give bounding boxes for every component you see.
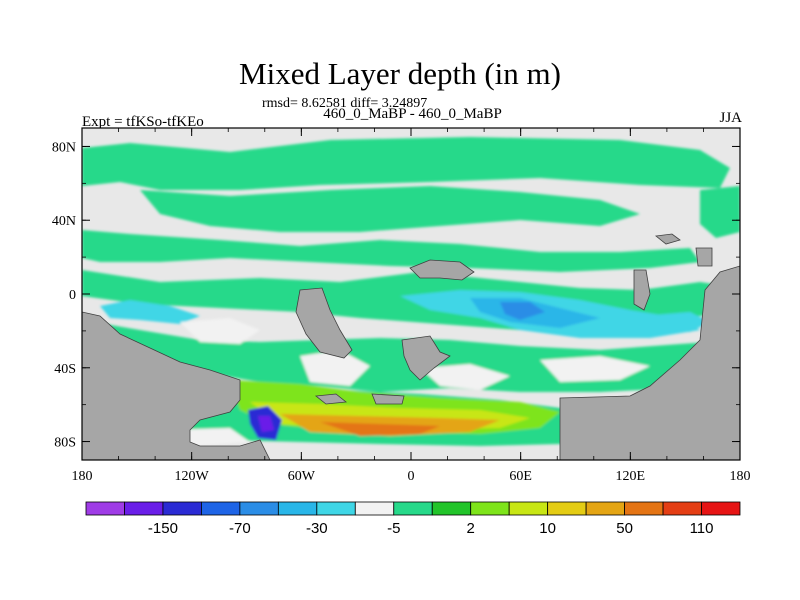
colorbar-swatch [470,501,510,516]
season-label: JJA [719,110,742,126]
x-tick-label: 180 [72,469,93,484]
colorbar-label: 50 [616,520,633,537]
colorbar-swatch [547,501,587,516]
colorbar-swatch [431,501,472,516]
deep-negative-core [258,416,274,432]
y-tick-label: 0 [69,288,76,303]
land-island-5 [655,233,681,245]
land-island-6 [695,247,713,267]
colorbar-swatch [393,501,433,516]
colorbar-swatch [162,501,202,516]
colorbar-swatch [585,501,625,516]
experiment-label: Expt = tfKSo-tfKEo [82,114,204,130]
colorbar-swatch [354,501,395,516]
near-zero-patch-4 [540,356,650,382]
equatorial-deep-anomaly [500,302,545,320]
x-tick-label: 60W [288,469,316,484]
colorbar-label: -30 [306,520,328,537]
plot-title: Mixed Layer depth (in m) [239,56,561,91]
land-west-continent [82,311,271,460]
x-tick-label: 120E [616,469,646,484]
y-tick-label: 40N [52,214,76,229]
east-anomaly [640,312,710,332]
x-tick-label: 180 [730,469,751,484]
land-island-2 [401,335,451,381]
land-island-1 [295,287,353,359]
colorbar-swatch [277,501,318,516]
colorbar-swatch [624,501,664,516]
latitude-axis: 80N 40N 0 40S 80S [52,140,740,451]
map-plot-area [82,128,740,460]
colorbar-swatch [239,501,279,516]
mixed-layer-contours [82,137,740,446]
north-atlantic-band [140,186,640,232]
y-tick-label: 40S [54,362,76,377]
near-zero-patch-3 [420,364,510,390]
land-east-continent [559,265,740,460]
colorbar-label: -70 [229,520,251,537]
arctic-band [82,137,730,190]
colorbar-swatch [85,501,125,516]
colorbar-label: 2 [467,520,475,537]
experiment-subtitle: 460_0_MaBP - 460_0_MaBP [323,106,502,122]
colorbar-label: 10 [539,520,556,537]
colorbar: -150 -70 -30 -5 2 10 50 110 [85,501,741,537]
colorbar-swatch [316,501,356,516]
colorbar-swatch [701,501,741,516]
colorbar-swatch [201,501,241,516]
y-tick-label: 80S [54,436,76,451]
y-tick-label: 80N [52,140,76,155]
colorbar-label: 110 [690,520,714,537]
longitude-axis: 180 120W 60W 0 60E 120E 180 [72,128,751,484]
colorbar-swatch [508,501,549,516]
colorbar-label: -150 [148,520,178,537]
land-island-7 [314,393,348,405]
land-mask [82,233,740,460]
x-tick-label: 120W [175,469,210,484]
land-island-4 [633,269,651,311]
x-tick-label: 60E [509,469,532,484]
north-east-band [700,186,740,238]
southern-ocean-red [320,422,440,436]
west-pacific-anomaly [100,300,200,324]
colorbar-swatch [124,501,164,516]
rmsd-diff-stats: rmsd= 8.62581 diff= 3.24897 [262,96,428,111]
colorbar-swatch [662,501,702,516]
land-island-8 [371,393,405,405]
land-island-3 [409,259,475,281]
near-zero-patch-2 [300,350,370,386]
north-pacific-band [82,230,700,272]
near-zero-patch-1 [180,318,260,344]
colorbar-label: -5 [387,520,400,537]
x-tick-label: 0 [408,469,415,484]
